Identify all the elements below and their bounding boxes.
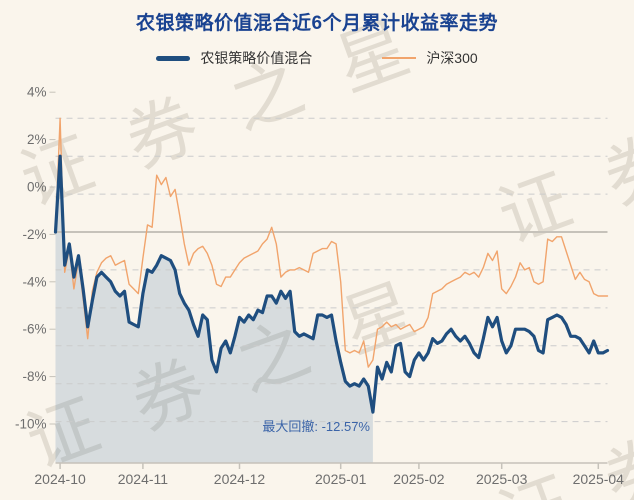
legend: 农银策略价值混合 沪深300 [0, 48, 634, 68]
x-axis-label: 2025-02 [393, 471, 445, 487]
x-axis-label: 2024-12 [214, 471, 266, 487]
y-axis-label: -2% [22, 227, 46, 242]
y-axis-label: -4% [22, 274, 46, 289]
x-axis-label: 2025-01 [315, 471, 367, 487]
max-drawdown-area [55, 156, 373, 463]
x-axis-label: 2025-03 [476, 471, 528, 487]
max-drawdown-label: 最大回撤: -12.57% [262, 419, 370, 434]
fund-line [53, 154, 610, 414]
y-axis-label: -8% [22, 369, 46, 384]
y-axis-label: 0% [27, 180, 47, 195]
y-axis-label: 4% [27, 85, 47, 100]
legend-item-fund[interactable]: 农银策略价值混合 [156, 48, 312, 68]
y-axis-label: -10% [15, 417, 47, 432]
csi300-line [54, 117, 609, 368]
fund-line-swatch [156, 55, 191, 61]
page-title: 农银策略价值混合近6个月累计收益率走势 [135, 13, 499, 34]
legend-label-csi300: 沪深300 [426, 50, 478, 66]
y-axis-label: -6% [22, 322, 46, 337]
x-axis-label: 2025-04 [573, 471, 625, 487]
legend-item-csi300[interactable]: 沪深300 [382, 48, 478, 68]
legend-label-fund: 农银策略价值混合 [200, 50, 313, 66]
csi300-line-swatch [382, 57, 417, 59]
x-axis-label: 2024-11 [118, 471, 169, 487]
x-axis-label: 2024-10 [34, 471, 86, 487]
y-axis-label: 2% [27, 132, 47, 147]
